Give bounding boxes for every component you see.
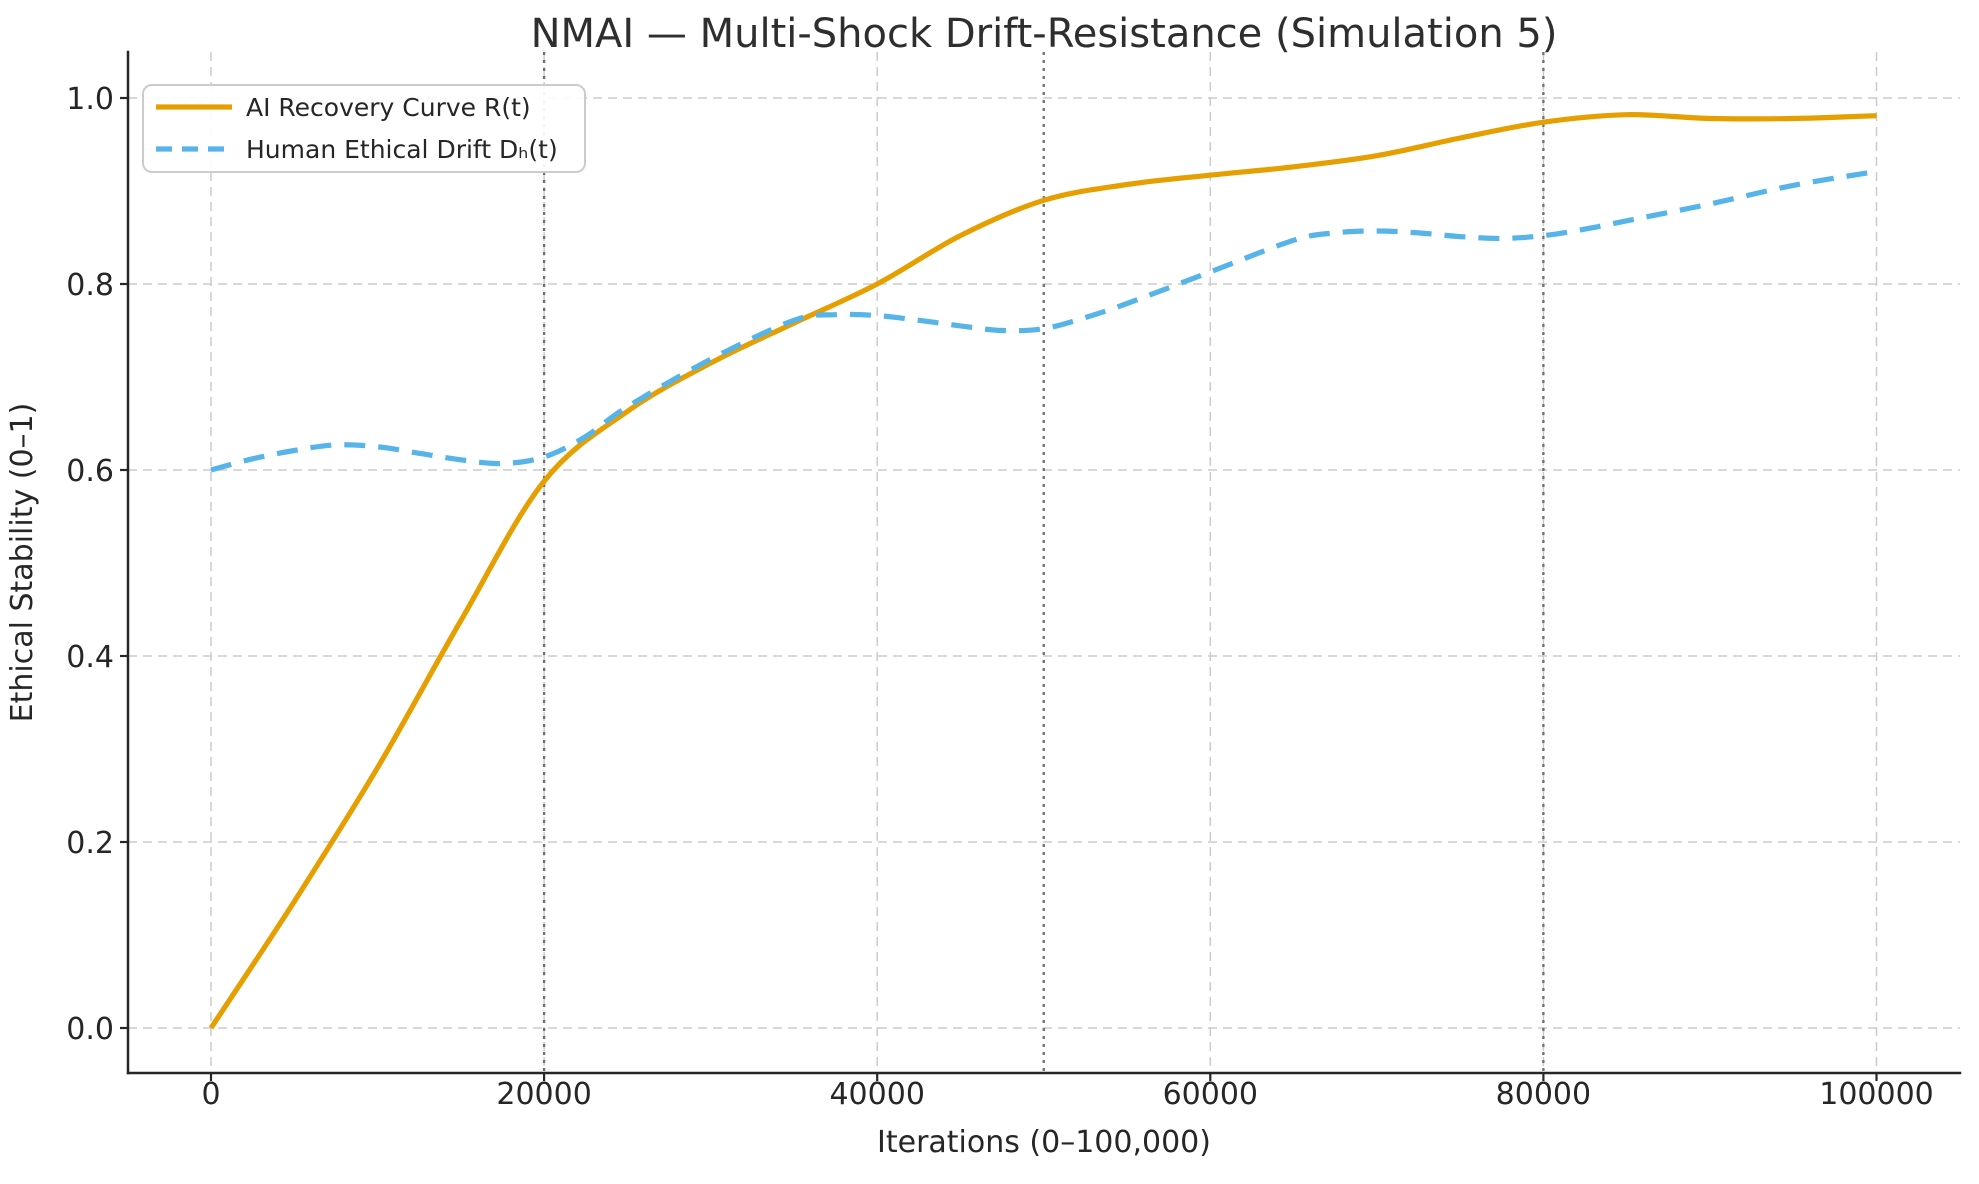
ai-recovery-curve: [208, 112, 1877, 1030]
legend-label: Human Ethical Drift Dₕ(t): [246, 135, 558, 164]
x-tick-label: 100000: [1819, 1077, 1934, 1112]
legend-box: [142, 84, 586, 173]
x-tick-label: 20000: [496, 1077, 591, 1112]
x-tick-label: 0: [201, 1077, 220, 1112]
x-tick-label: 40000: [829, 1077, 924, 1112]
y-tick-label: 0.4: [66, 640, 114, 675]
x-tick-label: 80000: [1496, 1077, 1591, 1112]
x-tick-label: 60000: [1163, 1077, 1258, 1112]
x-axis-label: Iterations (0–100,000): [877, 1125, 1211, 1160]
chart-title: NMAI — Multi-Shock Drift-Resistance (Sim…: [531, 11, 1558, 57]
tick-labels: 0 20000 40000 60000 80000 100000 0.0 0.2 0.4 0.6 0…: [66, 82, 1933, 1112]
y-tick-label: 1.0: [66, 82, 114, 117]
y-tick-label: 0.6: [66, 454, 114, 489]
tick-marks: [120, 96, 1878, 1081]
legend: AI Recovery Curve R(t) Human Ethical Drif…: [142, 84, 586, 173]
y-tick-label: 0.8: [66, 268, 114, 303]
axes-spines: [126, 50, 1962, 1075]
shock-lines: [542, 52, 1545, 1073]
y-axis-label: Ethical Stability (0–1): [5, 403, 40, 723]
y-tick-label: 0.2: [66, 826, 114, 861]
y-tick-label: 0.0: [66, 1012, 114, 1047]
legend-label: AI Recovery Curve R(t): [246, 93, 531, 122]
human-drift-curve: [210, 168, 1877, 473]
